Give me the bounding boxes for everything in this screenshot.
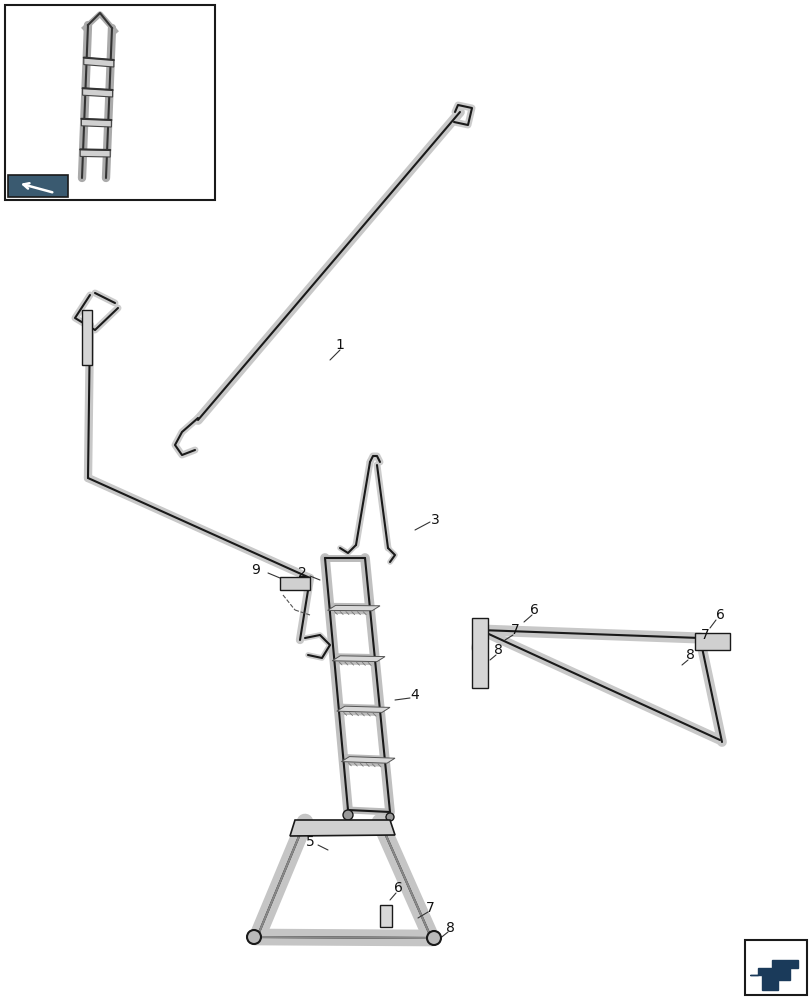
Polygon shape <box>81 119 111 127</box>
Bar <box>8 175 68 197</box>
Text: 7: 7 <box>425 901 434 915</box>
Text: 7: 7 <box>510 623 519 637</box>
Text: 9: 9 <box>251 563 260 577</box>
Text: 5: 5 <box>305 835 314 849</box>
Text: 2: 2 <box>298 566 306 580</box>
Polygon shape <box>337 706 389 712</box>
Circle shape <box>247 930 260 944</box>
Circle shape <box>342 810 353 820</box>
Text: 4: 4 <box>410 688 418 702</box>
Text: 6: 6 <box>714 608 723 622</box>
Bar <box>5 5 215 200</box>
Polygon shape <box>80 149 110 157</box>
Polygon shape <box>365 558 393 812</box>
Bar <box>82 310 92 365</box>
Polygon shape <box>327 605 380 611</box>
Polygon shape <box>332 656 384 662</box>
Bar <box>744 940 806 995</box>
Bar <box>471 618 487 688</box>
Text: 6: 6 <box>529 603 538 617</box>
Text: 8: 8 <box>493 643 502 657</box>
Text: 6: 6 <box>393 881 402 895</box>
Text: 7: 7 <box>700 628 709 642</box>
Bar <box>380 905 392 927</box>
Bar <box>280 577 310 590</box>
Polygon shape <box>694 633 729 650</box>
Circle shape <box>385 813 393 821</box>
Polygon shape <box>290 820 394 836</box>
Circle shape <box>427 931 440 945</box>
Polygon shape <box>84 58 114 67</box>
Polygon shape <box>749 960 797 990</box>
Polygon shape <box>83 88 113 97</box>
Text: 3: 3 <box>430 513 439 527</box>
Text: 8: 8 <box>445 921 454 935</box>
Polygon shape <box>341 757 394 763</box>
Text: 1: 1 <box>335 338 344 352</box>
Text: 8: 8 <box>684 648 693 662</box>
